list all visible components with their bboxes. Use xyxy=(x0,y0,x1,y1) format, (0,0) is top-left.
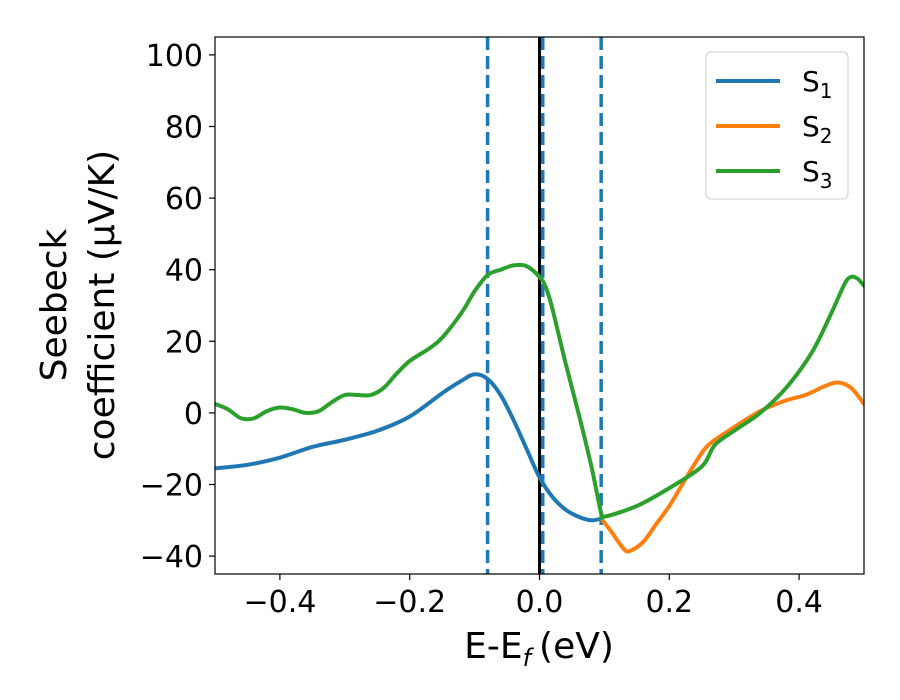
x-tick-label: 0.4 xyxy=(775,585,823,620)
y-axis-label-line1: Seebeck xyxy=(34,228,75,381)
legend-label: S1 xyxy=(802,65,833,103)
x-axis: −0.4 −0.2 0.0 0.2 0.4 xyxy=(243,574,823,620)
reference-lines xyxy=(485,37,603,574)
x-tick-label: −0.4 xyxy=(243,585,316,620)
y-tick-label: 40 xyxy=(165,254,203,289)
x-tick-label: −0.2 xyxy=(373,585,446,620)
y-tick-label: 60 xyxy=(165,182,203,217)
series-layer xyxy=(215,262,864,554)
legend: S1 S2 S3 xyxy=(705,51,849,200)
y-tick-label: 20 xyxy=(165,325,203,360)
y-tick-label: 0 xyxy=(184,397,203,432)
y-axis: −40 −20 0 20 40 60 80 100 xyxy=(140,39,215,575)
y-tick-label: −40 xyxy=(140,540,203,575)
series-line-S3 xyxy=(215,262,864,521)
y-tick-label: −20 xyxy=(140,469,203,504)
x-axis-label-sub: f xyxy=(523,644,535,672)
y-tick-label: 100 xyxy=(146,39,203,74)
y-axis-label-line2: coefficient (μV/K) xyxy=(82,150,123,460)
x-axis-label-unit: (eV) xyxy=(539,626,614,667)
x-tick-label: 0.2 xyxy=(645,585,693,620)
y-tick-label: 80 xyxy=(165,111,203,146)
x-tick-label: 0.0 xyxy=(516,585,564,620)
x-axis-label-main: E-E xyxy=(464,626,522,667)
y-axis-label: Seebeck coefficient (μV/K) xyxy=(34,150,123,460)
series-line-S2 xyxy=(599,380,864,554)
legend-label: S2 xyxy=(802,110,833,148)
legend-label: S3 xyxy=(802,155,833,193)
series-line-S1 xyxy=(215,372,604,523)
x-axis-label: E-Ef (eV) xyxy=(464,626,614,672)
